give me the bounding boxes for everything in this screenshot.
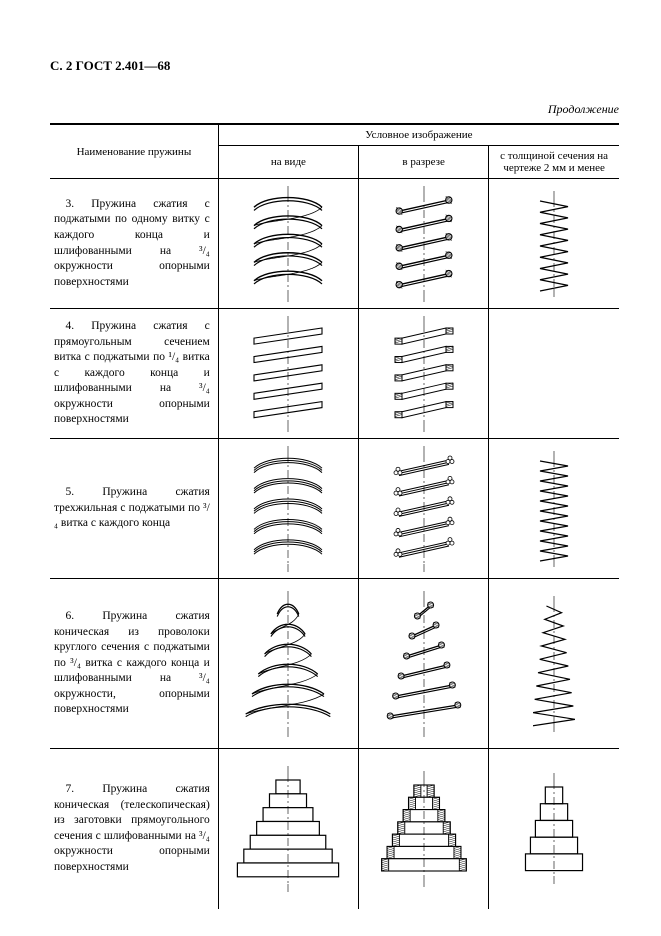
- figure-section: [359, 439, 489, 579]
- table-row: 7. Пружина сжатия коническая (телескопич…: [50, 749, 619, 909]
- table-row: 5. Пружина сжатия трехжильная с поджатым…: [50, 439, 619, 579]
- figure-view: [218, 309, 358, 439]
- continuation-label: Продолжение: [50, 102, 619, 117]
- th-section: в разрезе: [359, 146, 489, 179]
- spring-name: 4. Пружина сжатия с прямоугольным сечени…: [50, 309, 218, 439]
- figure-view: [218, 579, 358, 749]
- table-row: 4. Пружина сжатия с прямоугольным сечени…: [50, 309, 619, 439]
- figure-thin: [489, 749, 619, 909]
- spring-name: 3. Пружина сжатия с поджатыми по одному …: [50, 179, 218, 309]
- figure-thin: [489, 309, 619, 439]
- springs-table: Наименование пружины Условное изображени…: [50, 123, 619, 909]
- figure-section: [359, 309, 489, 439]
- th-group: Условное изображение: [218, 124, 619, 146]
- figure-view: [218, 749, 358, 909]
- th-thin: с толщиной сечения на чертеже 2 мм и мен…: [489, 146, 619, 179]
- table-body: 3. Пружина сжатия с поджатыми по одному …: [50, 179, 619, 909]
- figure-section: [359, 179, 489, 309]
- figure-section: [359, 579, 489, 749]
- spring-name: 7. Пружина сжатия коническая (телескопич…: [50, 749, 218, 909]
- spring-name: 5. Пружина сжатия трехжильная с поджатым…: [50, 439, 218, 579]
- table-row: 6. Пружина сжатия коническая из проволок…: [50, 579, 619, 749]
- th-view: на виде: [218, 146, 358, 179]
- page-header: С. 2 ГОСТ 2.401—68: [50, 58, 619, 74]
- figure-thin: [489, 579, 619, 749]
- figure-view: [218, 179, 358, 309]
- document-page: С. 2 ГОСТ 2.401—68 Продолжение Наименова…: [0, 0, 661, 936]
- spring-name: 6. Пружина сжатия коническая из проволок…: [50, 579, 218, 749]
- figure-section: [359, 749, 489, 909]
- figure-thin: [489, 439, 619, 579]
- figure-thin: [489, 179, 619, 309]
- table-row: 3. Пружина сжатия с поджатыми по одному …: [50, 179, 619, 309]
- th-name: Наименование пружины: [50, 124, 218, 179]
- figure-view: [218, 439, 358, 579]
